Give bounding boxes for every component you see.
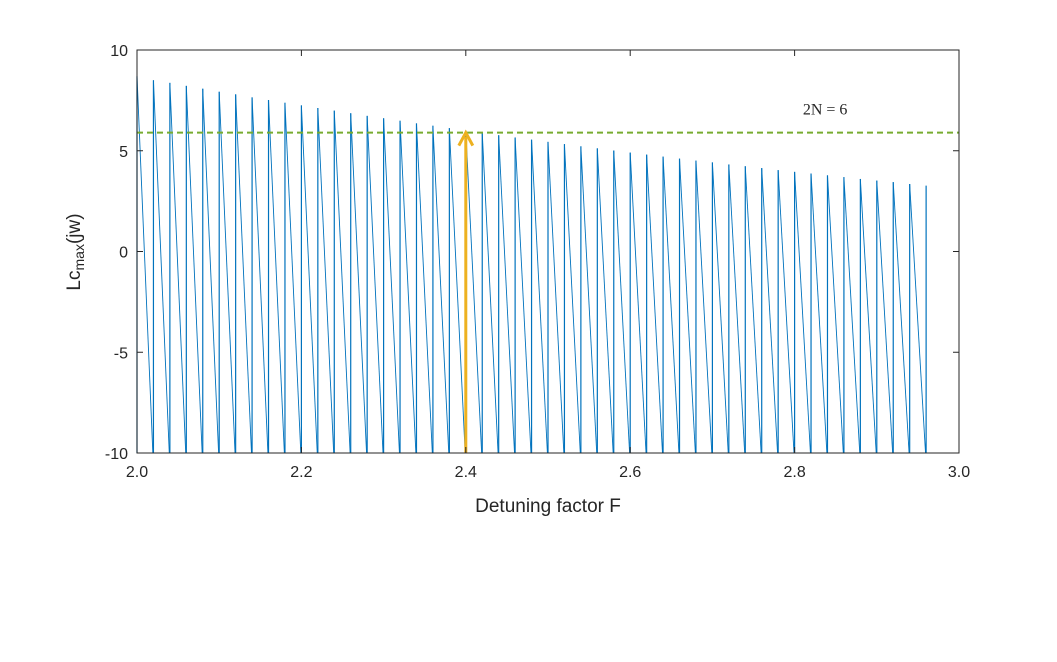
annotation-label: 2N = 6 bbox=[803, 101, 848, 118]
x-tick-label: 2.4 bbox=[455, 464, 477, 481]
series-descent bbox=[169, 82, 187, 454]
series-descent bbox=[711, 162, 729, 454]
arrow-head bbox=[457, 129, 475, 147]
series-descent bbox=[744, 166, 762, 454]
series-descent bbox=[416, 123, 433, 454]
series-descent bbox=[876, 180, 894, 454]
series-descent bbox=[366, 115, 384, 454]
series-descent bbox=[333, 110, 351, 454]
series-descent bbox=[514, 137, 532, 454]
series-descent bbox=[859, 178, 877, 454]
series-descent bbox=[218, 91, 236, 454]
series-descent bbox=[350, 113, 368, 454]
series-descent bbox=[432, 125, 450, 454]
series-descent bbox=[448, 128, 466, 454]
series-descent bbox=[136, 76, 154, 454]
arrow-layer bbox=[457, 129, 475, 453]
series-descent bbox=[202, 88, 220, 454]
y-axis-label-main: Lc bbox=[64, 270, 85, 290]
y-tick-label: 0 bbox=[119, 245, 128, 262]
x-tick-label: 3.0 bbox=[948, 464, 970, 481]
series-descent bbox=[399, 120, 417, 454]
x-axis-label: Detuning factor F bbox=[475, 496, 621, 517]
series-descent bbox=[268, 99, 285, 454]
x-tick-label: 2.6 bbox=[619, 464, 641, 481]
y-axis-label-tail: (jw) bbox=[64, 213, 85, 244]
x-tick-label: 2.2 bbox=[290, 464, 312, 481]
series-descent bbox=[810, 173, 828, 454]
series-descent bbox=[547, 141, 565, 454]
series-descent bbox=[761, 168, 779, 454]
tick-layer: 2.0 2.2 2.4 2.6 2.8 3.0 10 5 0 -5 -10 bbox=[105, 43, 970, 481]
series-descent bbox=[235, 94, 252, 454]
x-tick-label: 2.0 bbox=[126, 464, 148, 481]
series-descent bbox=[531, 139, 548, 454]
series-descent bbox=[777, 170, 795, 454]
y-tick-label: 10 bbox=[110, 43, 128, 60]
series-descent bbox=[481, 132, 499, 454]
series-descent bbox=[662, 156, 680, 454]
series-descent bbox=[580, 146, 598, 454]
series-descent bbox=[909, 183, 926, 454]
series-descent bbox=[794, 171, 811, 454]
y-tick-label: -10 bbox=[105, 446, 128, 463]
series-descent bbox=[596, 148, 614, 454]
series-descent bbox=[563, 144, 581, 454]
series-descent bbox=[251, 97, 269, 454]
series-descent bbox=[679, 158, 696, 454]
series-descent bbox=[695, 160, 713, 454]
series-descent bbox=[646, 154, 663, 454]
series-descent bbox=[300, 105, 318, 454]
series-descent bbox=[185, 85, 203, 454]
series-descent bbox=[728, 164, 746, 454]
y-tick-label: 5 bbox=[119, 144, 128, 161]
series-descent bbox=[629, 152, 647, 454]
y-axis-label: Lcmax(jw) bbox=[64, 213, 87, 290]
series-descent bbox=[843, 177, 861, 454]
series-descent bbox=[892, 182, 910, 454]
series-descent bbox=[317, 108, 335, 454]
series-descent bbox=[498, 135, 515, 454]
series-descent bbox=[152, 80, 170, 454]
series-descent bbox=[827, 175, 844, 454]
x-tick-label: 2.8 bbox=[783, 464, 805, 481]
series-descent bbox=[465, 130, 483, 454]
series-layer bbox=[136, 76, 927, 454]
series-descent bbox=[613, 150, 631, 454]
y-tick-label: -5 bbox=[114, 345, 128, 362]
series-descent bbox=[383, 118, 400, 454]
series-descent bbox=[284, 102, 302, 454]
y-axis-label-sub: max bbox=[71, 244, 87, 270]
